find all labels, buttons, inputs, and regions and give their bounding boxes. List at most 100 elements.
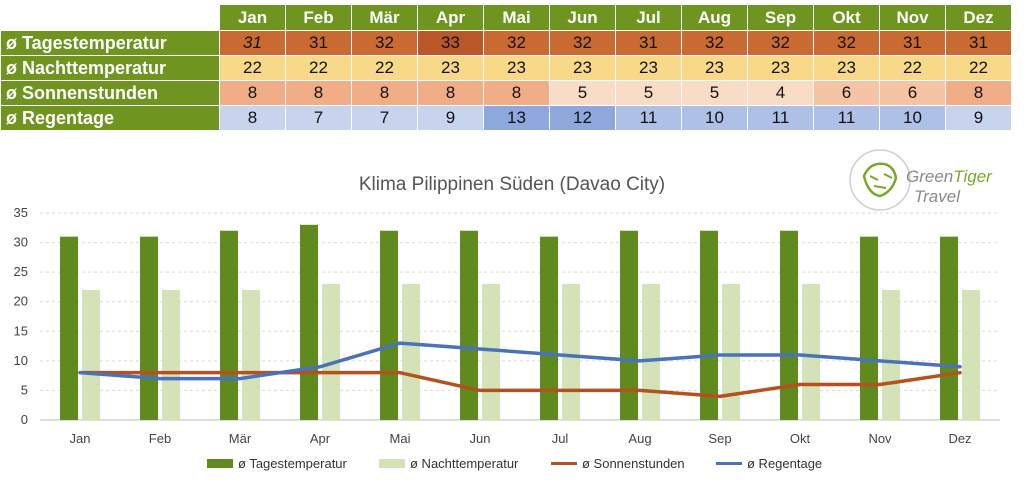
bar (242, 289, 260, 420)
x-tick-label: Jan (70, 431, 91, 446)
y-tick-label: 5 (21, 382, 28, 397)
table-cell: 11 (813, 105, 880, 131)
legend-label: ø Regentage (747, 456, 822, 471)
table-cell: 31 (879, 30, 946, 56)
bar (220, 230, 238, 420)
table-cell: 23 (681, 55, 748, 81)
table-row-sonnenstunden: ø Sonnenstunden 8 8 8 8 8 5 5 5 4 6 6 8 (0, 80, 1012, 106)
tiger-head-icon (862, 162, 898, 198)
chart-title: Klima Pilippinen Süden (Davao City) (359, 174, 665, 195)
y-tick-label: 15 (14, 323, 28, 338)
month-header: Dez (945, 4, 1012, 31)
tiger-stripes-icon (869, 173, 893, 189)
table-cell: 11 (747, 105, 814, 131)
month-header: Mai (483, 4, 550, 31)
bar (322, 283, 340, 420)
bar (60, 236, 78, 420)
y-tick-label: 20 (14, 294, 28, 309)
table-cell: 32 (813, 30, 880, 56)
table-cell: 5 (681, 80, 748, 106)
bar (700, 230, 718, 420)
x-tick-label: Jul (552, 431, 569, 446)
table-cell: 23 (483, 55, 550, 81)
table-cell: 22 (219, 55, 286, 81)
chart-legend: ø Tagestemperatur ø Nachttemperatur ø Sonn… (207, 456, 822, 471)
bar (300, 224, 318, 420)
bar (562, 283, 580, 420)
row-label: ø Tagestemperatur (0, 30, 220, 56)
table-cell: 22 (945, 55, 1012, 81)
table-cell: 32 (351, 30, 418, 56)
x-tick-label: Aug (628, 431, 651, 446)
table-cell: 32 (483, 30, 550, 56)
x-tick-label: Mär (229, 431, 252, 446)
table-row-regentage: ø Regentage 8 7 7 9 13 12 11 10 11 11 10… (0, 105, 1012, 131)
month-header: Aug (681, 4, 748, 31)
table-cell: 31 (945, 30, 1012, 56)
table-cell: 10 (681, 105, 748, 131)
table-cell: 6 (813, 80, 880, 106)
table-cell: 23 (417, 55, 484, 81)
table-cell: 31 (219, 30, 286, 56)
month-header: Jan (219, 4, 286, 31)
green-tiger-travel-logo: GreenTiger Travel (849, 149, 993, 211)
table-cell: 9 (945, 105, 1012, 131)
table-cell: 8 (417, 80, 484, 106)
bar (482, 283, 500, 420)
row-label: ø Regentage (0, 105, 220, 131)
bar (540, 236, 558, 420)
table-cell: 23 (615, 55, 682, 81)
bar (82, 289, 100, 420)
month-header: Sep (747, 4, 814, 31)
table-cell: 8 (351, 80, 418, 106)
bar (620, 230, 638, 420)
table-cell: 22 (351, 55, 418, 81)
bar (460, 230, 478, 420)
x-tick-label: Feb (149, 431, 171, 446)
y-tick-label: 0 (21, 412, 28, 427)
table-cell: 23 (813, 55, 880, 81)
table-cell: 8 (219, 105, 286, 131)
month-header: Mär (351, 4, 418, 31)
legend-label: ø Nachttemperatur (410, 456, 519, 471)
y-tick-label: 25 (14, 264, 28, 279)
y-tick-label: 10 (14, 353, 28, 368)
legend-label: ø Tagestemperatur (238, 456, 348, 471)
table-cell: 13 (483, 105, 550, 131)
bar (882, 289, 900, 420)
grid-lines (40, 212, 1000, 421)
table-cell: 32 (681, 30, 748, 56)
y-tick-label: 35 (14, 205, 28, 220)
climate-table: Jan Feb Mär Apr Mai Jun Jul Aug Sep Okt … (0, 4, 1012, 131)
month-header: Apr (417, 4, 484, 31)
table-cell: 5 (549, 80, 616, 106)
table-cell: 33 (417, 30, 484, 56)
row-label: ø Nachttemperatur (0, 55, 220, 81)
table-cell: 11 (615, 105, 682, 131)
bar (780, 230, 798, 420)
x-tick-label: Dez (948, 431, 971, 446)
row-label: ø Sonnenstunden (0, 80, 220, 106)
table-cell: 22 (285, 55, 352, 81)
table-cell: 7 (285, 105, 352, 131)
table-cell: 22 (879, 55, 946, 81)
series-line (78, 341, 962, 381)
table-cell: 8 (285, 80, 352, 106)
bar (962, 289, 980, 420)
month-header: Okt (813, 4, 880, 31)
table-cell: 12 (549, 105, 616, 131)
table-cell: 7 (351, 105, 418, 131)
table-cell: 23 (747, 55, 814, 81)
month-header: Nov (879, 4, 946, 31)
month-header: Feb (285, 4, 352, 31)
table-cell: 23 (549, 55, 616, 81)
bar (140, 236, 158, 420)
x-tick-label: Apr (310, 431, 331, 446)
x-tick-label: Mai (390, 431, 411, 446)
table-cell: 8 (483, 80, 550, 106)
table-cell: 6 (879, 80, 946, 106)
month-header: Jun (549, 4, 616, 31)
bar (940, 236, 958, 420)
table-cell: 32 (549, 30, 616, 56)
x-tick-label: Okt (790, 431, 811, 446)
